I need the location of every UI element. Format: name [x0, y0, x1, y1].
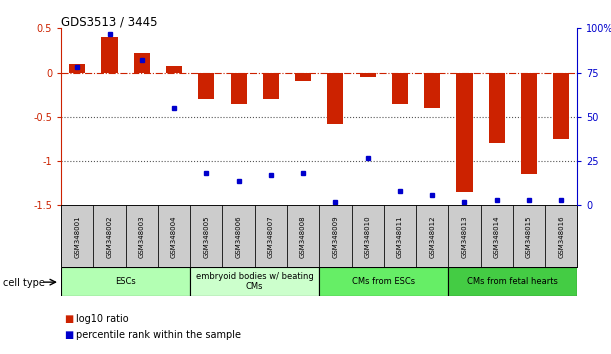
Text: GSM348012: GSM348012	[429, 215, 435, 258]
Text: GSM348011: GSM348011	[397, 215, 403, 258]
Bar	[126, 205, 158, 267]
Text: GSM348013: GSM348013	[461, 215, 467, 258]
Text: GDS3513 / 3445: GDS3513 / 3445	[61, 15, 158, 28]
Text: GSM348005: GSM348005	[203, 215, 210, 258]
Text: GSM348006: GSM348006	[236, 215, 241, 258]
Bar	[158, 205, 190, 267]
Text: GSM348016: GSM348016	[558, 215, 565, 258]
Text: GSM348014: GSM348014	[494, 215, 500, 258]
Text: GSM348004: GSM348004	[171, 215, 177, 258]
Text: cell type: cell type	[3, 278, 45, 288]
Bar	[190, 205, 222, 267]
Bar	[222, 205, 255, 267]
Bar	[190, 267, 319, 296]
Text: GSM348002: GSM348002	[106, 215, 112, 258]
Bar	[456, 73, 472, 192]
Text: percentile rank within the sample: percentile rank within the sample	[76, 330, 241, 339]
Bar	[553, 73, 569, 139]
Bar	[489, 73, 505, 143]
Bar	[255, 205, 287, 267]
Bar	[327, 73, 343, 124]
Text: GSM348010: GSM348010	[365, 215, 371, 258]
Bar	[230, 73, 247, 104]
Bar	[545, 205, 577, 267]
Bar	[351, 205, 384, 267]
Text: ■: ■	[64, 330, 73, 339]
Bar	[319, 267, 448, 296]
Bar	[448, 267, 577, 296]
Text: embryoid bodies w/ beating
CMs: embryoid bodies w/ beating CMs	[196, 272, 313, 291]
Bar	[481, 205, 513, 267]
Bar	[61, 267, 190, 296]
Text: GSM348003: GSM348003	[139, 215, 145, 258]
Text: log10 ratio: log10 ratio	[76, 314, 129, 324]
Text: CMs from fetal hearts: CMs from fetal hearts	[467, 277, 558, 286]
Bar	[61, 205, 93, 267]
Text: ESCs: ESCs	[115, 277, 136, 286]
Text: GSM348008: GSM348008	[300, 215, 306, 258]
Bar	[166, 67, 182, 73]
Bar	[263, 73, 279, 99]
Text: GSM348009: GSM348009	[332, 215, 338, 258]
Text: GSM348007: GSM348007	[268, 215, 274, 258]
Bar	[198, 73, 214, 99]
Bar	[384, 205, 416, 267]
Bar	[295, 73, 311, 81]
Bar	[416, 205, 448, 267]
Bar	[521, 73, 537, 175]
Bar	[392, 73, 408, 104]
Bar	[93, 205, 126, 267]
Bar	[69, 64, 86, 73]
Bar	[424, 73, 441, 108]
Text: ■: ■	[64, 314, 73, 324]
Text: GSM348015: GSM348015	[526, 215, 532, 258]
Text: CMs from ESCs: CMs from ESCs	[352, 277, 415, 286]
Text: GSM348001: GSM348001	[74, 215, 80, 258]
Bar	[134, 53, 150, 73]
Bar	[319, 205, 351, 267]
Bar	[448, 205, 481, 267]
Bar	[513, 205, 545, 267]
Bar	[360, 73, 376, 77]
Bar	[101, 37, 117, 73]
Bar	[287, 205, 319, 267]
